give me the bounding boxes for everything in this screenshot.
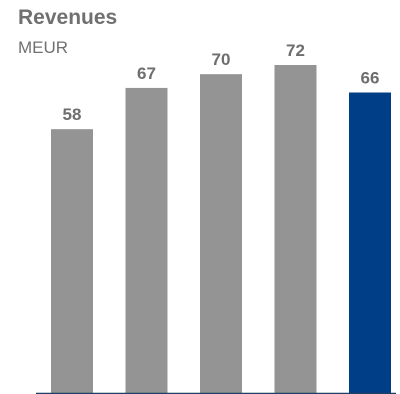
bar-2 — [125, 87, 168, 394]
bar-value-label-1: 58 — [63, 105, 82, 124]
chart-subtitle: MEUR — [18, 38, 69, 57]
bar-value-label-3: 70 — [212, 50, 231, 69]
bar-value-label-2: 67 — [137, 64, 156, 83]
bar-3 — [200, 74, 242, 394]
bar-1 — [51, 129, 93, 394]
chart-title: Revenues — [18, 6, 118, 29]
bar-4 — [274, 65, 317, 394]
bar-value-label-5: 66 — [361, 69, 380, 88]
bar-value-label-4: 72 — [286, 41, 305, 60]
bar-5 — [349, 92, 391, 394]
